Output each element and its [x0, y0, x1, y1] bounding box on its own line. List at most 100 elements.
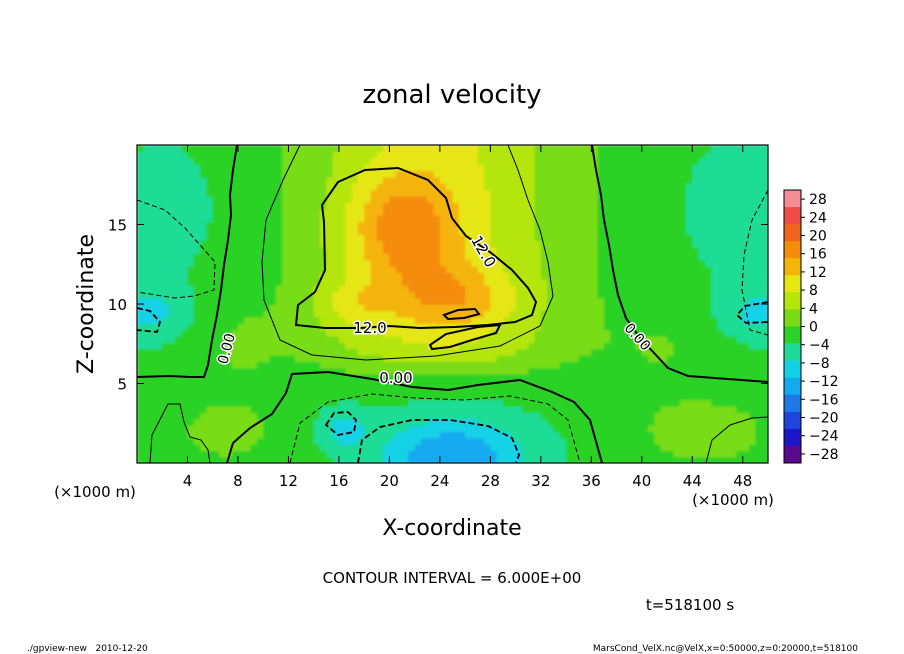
heatmap-cell	[414, 291, 422, 299]
heatmap-cell	[490, 240, 498, 248]
heatmap-cell	[364, 202, 372, 210]
heatmap-cell	[149, 189, 157, 197]
heatmap-cell	[484, 253, 492, 261]
heatmap-cell	[648, 195, 656, 204]
heatmap-cell	[591, 176, 599, 184]
heatmap-cell	[534, 265, 542, 273]
heatmap-cell	[654, 145, 662, 153]
heatmap-cell	[294, 380, 302, 388]
heatmap-cell	[250, 450, 258, 458]
heatmap-cell	[244, 240, 252, 248]
heatmap-cell	[250, 246, 258, 254]
heatmap-cell	[187, 195, 195, 204]
heatmap-cell	[742, 214, 750, 223]
heatmap-cell	[559, 380, 567, 388]
heatmap-cell	[749, 450, 757, 458]
heatmap-cell	[572, 450, 580, 458]
heatmap-cell	[200, 412, 208, 420]
heatmap-cell	[244, 380, 252, 388]
heatmap-cell	[244, 183, 252, 191]
heatmap-cell	[603, 386, 612, 394]
heatmap-cell	[319, 367, 328, 375]
heatmap-cell	[332, 361, 340, 369]
heatmap-cell	[206, 246, 214, 254]
heatmap-cell	[332, 431, 340, 439]
heatmap-cell	[338, 291, 347, 299]
heatmap-cell	[603, 189, 612, 197]
heatmap-cell	[263, 431, 271, 439]
heatmap-cell	[692, 437, 700, 445]
heatmap-cell	[685, 310, 694, 318]
heatmap-cell	[685, 361, 694, 369]
heatmap-cell	[711, 418, 719, 426]
heatmap-cell	[528, 437, 536, 445]
heatmap-cell	[591, 456, 599, 463]
heatmap-cell	[755, 278, 763, 286]
heatmap-cell	[389, 443, 397, 452]
heatmap-cell	[225, 253, 233, 261]
heatmap-cell	[143, 145, 151, 153]
heatmap-cell	[553, 380, 561, 388]
heatmap-cell	[730, 151, 738, 159]
heatmap-cell	[446, 259, 454, 267]
heatmap-cell	[648, 208, 656, 216]
heatmap-cell	[610, 335, 618, 343]
heatmap-cell	[420, 424, 429, 432]
heatmap-cell	[610, 348, 618, 356]
heatmap-cell	[641, 342, 649, 350]
heatmap-cell	[395, 424, 403, 432]
heatmap-cell	[231, 373, 239, 382]
heatmap-cell	[345, 214, 353, 223]
heatmap-cell	[149, 145, 157, 153]
heatmap-cell	[477, 361, 485, 369]
heatmap-cell	[332, 399, 340, 407]
heatmap-cell	[187, 412, 195, 420]
heatmap-cell	[206, 151, 214, 159]
heatmap-cell	[168, 412, 176, 420]
heatmap-cell	[736, 329, 744, 337]
heatmap-cell	[313, 189, 321, 197]
heatmap-cell	[433, 278, 441, 286]
heatmap-cell	[275, 189, 283, 197]
heatmap-cell	[673, 151, 681, 159]
heatmap-cell	[597, 361, 605, 369]
heatmap-cell	[282, 323, 290, 331]
heatmap-cell	[572, 278, 580, 286]
heatmap-cell	[263, 208, 271, 216]
heatmap-cell	[332, 240, 340, 248]
heatmap-cell	[200, 456, 208, 463]
heatmap-cell	[692, 157, 700, 165]
heatmap-cell	[364, 189, 372, 197]
heatmap-cell	[420, 443, 429, 452]
heatmap-cell	[566, 259, 574, 267]
heatmap-cell	[610, 253, 618, 261]
heatmap-cell	[471, 272, 479, 280]
heatmap-cell	[559, 297, 567, 305]
heatmap-cell	[149, 208, 157, 216]
heatmap-cell	[288, 145, 296, 153]
heatmap-cell	[237, 214, 246, 223]
heatmap-cell	[484, 297, 492, 305]
heatmap-cell	[667, 431, 675, 439]
heatmap-cell	[641, 214, 649, 223]
heatmap-cell	[540, 348, 548, 356]
heatmap-cell	[723, 405, 731, 413]
heatmap-cell	[439, 195, 447, 204]
heatmap-cell	[433, 183, 441, 191]
heatmap-cell	[414, 424, 422, 432]
heatmap-cell	[704, 335, 713, 343]
heatmap-cell	[616, 393, 624, 401]
heatmap-cell	[155, 335, 164, 343]
heatmap-cell	[357, 253, 365, 261]
heatmap-cell	[219, 316, 227, 324]
heatmap-cell	[256, 424, 264, 432]
heatmap-cell	[553, 291, 561, 299]
heatmap-cell	[231, 399, 239, 407]
heatmap-cell	[263, 329, 271, 337]
heatmap-cell	[629, 297, 637, 305]
heatmap-cell	[704, 399, 713, 407]
heatmap-cell	[509, 418, 517, 426]
heatmap-cell	[174, 259, 182, 267]
heatmap-cell	[383, 399, 391, 407]
heatmap-cell	[294, 443, 302, 452]
